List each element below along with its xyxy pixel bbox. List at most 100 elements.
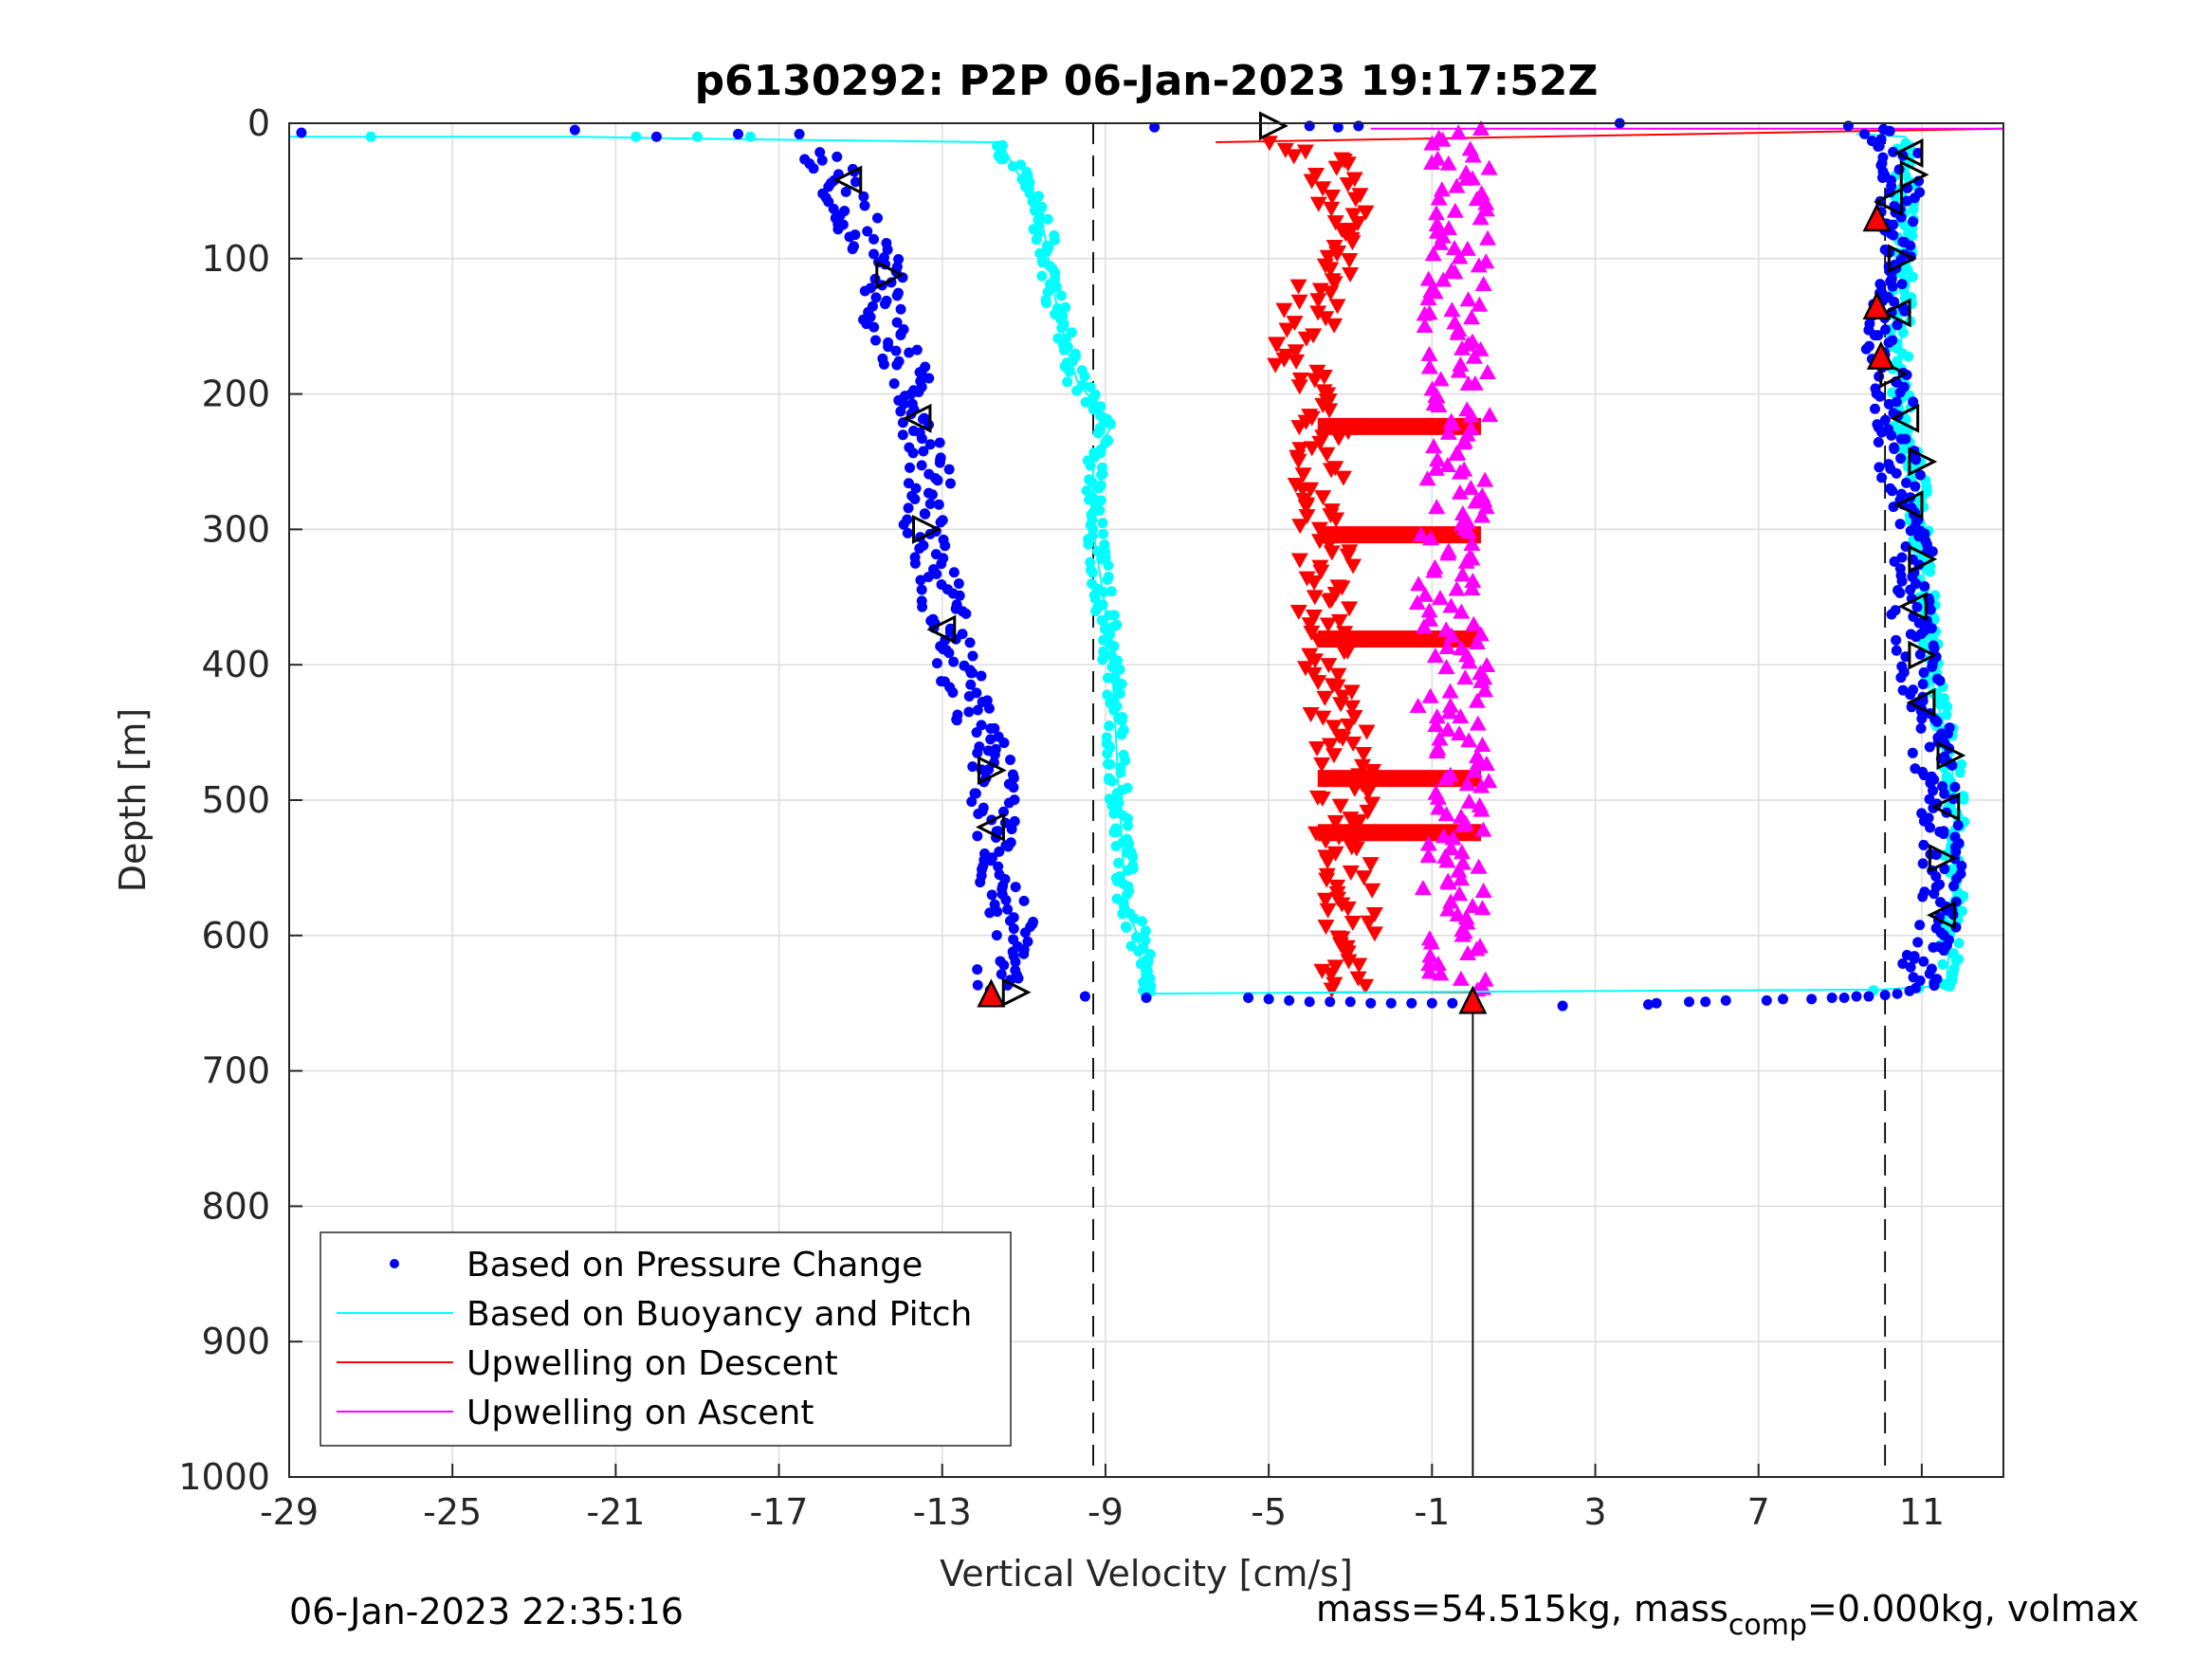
upwell-ascent-point	[1426, 558, 1444, 574]
upwell-descent-point	[1365, 907, 1383, 923]
pressure-point	[895, 303, 906, 315]
upwell-descent-point	[1341, 601, 1359, 617]
upwell-descent-point	[1311, 435, 1329, 451]
x-tick-label: -21	[586, 1491, 645, 1533]
upwell-ascent-point	[1435, 828, 1453, 844]
x-tick-label: 7	[1747, 1491, 1770, 1533]
upwell-ascent-point	[1421, 611, 1439, 627]
footer-comp-subscript: comp	[1728, 1609, 1807, 1642]
pressure-point	[883, 341, 894, 353]
upwell-ascent-point	[1420, 963, 1438, 979]
pressure-point	[1918, 667, 1929, 679]
pressure-point	[1890, 605, 1901, 616]
pressure-point	[1908, 972, 1919, 983]
pressure-point	[1914, 648, 1926, 660]
upwell-descent-point	[1307, 653, 1325, 669]
pressure-point	[977, 696, 988, 707]
pressure-point	[1883, 424, 1894, 435]
pressure-point	[972, 830, 983, 842]
upwell-ascent-point	[1457, 164, 1475, 180]
buoyancy-point	[1007, 161, 1018, 173]
buoyancy-point	[1049, 234, 1060, 246]
upwell-ascent-point	[1442, 262, 1460, 278]
upwell-ascent-point	[1442, 412, 1460, 428]
upwell-ascent-point	[1429, 150, 1447, 166]
upwell-descent-point	[1364, 771, 1382, 787]
upwell-descent-point	[1320, 658, 1338, 674]
buoyancy-point	[1116, 729, 1127, 740]
pressure-point	[967, 650, 978, 662]
upwell-descent-point	[1323, 201, 1341, 217]
upwell-descent-point	[1287, 478, 1305, 494]
upwell-descent-point	[1325, 720, 1343, 736]
upwell-ascent-point	[1473, 737, 1491, 753]
pressure-point	[1917, 858, 1929, 869]
direction-marker-left	[1881, 298, 1911, 328]
pressure-point	[905, 462, 916, 473]
pressure-point	[1885, 483, 1896, 494]
upwell-descent-point	[1323, 463, 1341, 479]
upwell-ascent-point	[1419, 835, 1437, 851]
upwell-descent-point	[1355, 747, 1373, 763]
upwell-descent-point	[1326, 959, 1344, 975]
upwell-descent-point	[1312, 564, 1330, 580]
pressure-point	[1895, 433, 1907, 445]
upwell-ascent-point	[1420, 358, 1438, 374]
red-up-marker	[977, 978, 1006, 1008]
upwell-ascent-point	[1446, 240, 1464, 256]
upwell-ascent-point	[1417, 586, 1435, 602]
upwell-descent-point	[1317, 833, 1335, 849]
upwell-ascent-point	[1477, 756, 1495, 772]
pressure-point	[814, 147, 826, 158]
pressure-point	[1022, 936, 1033, 947]
upwell-ascent-point	[1432, 590, 1450, 606]
pressure-point	[1952, 820, 1964, 831]
pressure-point	[915, 574, 926, 586]
pressure-point	[965, 679, 977, 690]
pressure-point	[985, 723, 996, 735]
pressure-point	[1926, 623, 1937, 634]
buoyancy-point	[1117, 908, 1128, 920]
direction-marker-right	[1936, 740, 1966, 771]
pressure-point	[1761, 994, 1772, 1006]
direction-marker-right	[1899, 159, 1929, 190]
upwell-descent-point	[1336, 626, 1354, 642]
pressure-point	[1918, 839, 1929, 850]
pressure-point	[1883, 459, 1894, 470]
pressure-point	[1911, 601, 1923, 612]
upwell-ascent-point	[1433, 181, 1451, 197]
pressure-point	[816, 155, 828, 166]
upwell-ascent-point	[1472, 938, 1490, 954]
upwell-descent-point	[1340, 718, 1358, 734]
footer-mass-text: mass=54.515kg, masscomp=0.000kg, volmax	[1316, 1588, 2139, 1642]
upwell-ascent-point	[1409, 697, 1427, 713]
upwell-descent-point	[1319, 854, 1337, 870]
upwell-descent-point	[1267, 337, 1285, 353]
direction-marker-right	[1908, 447, 1938, 477]
red-up-marker	[1458, 985, 1488, 1014]
upwell-ascent-point	[1418, 470, 1436, 486]
upwell-ascent-point	[1478, 363, 1496, 379]
x-axis-label: Vertical Velocity [cm/s]	[940, 1553, 1353, 1595]
pressure-point	[1910, 982, 1921, 994]
x-axis-ticks: -29 -25 -21 -17 -13 -9 -5 -1 3 7 11	[260, 1464, 1945, 1533]
buoyancy-point	[1953, 938, 1965, 949]
buoyancy-point	[1079, 371, 1090, 382]
upwell-ascent-point	[1449, 906, 1467, 922]
upwell-descent-point	[1260, 136, 1278, 152]
upwell-ascent-point	[1430, 129, 1448, 145]
upwell-ascent-point	[1424, 246, 1442, 262]
pressure-point	[1284, 994, 1295, 1006]
pressure-point	[1720, 994, 1731, 1006]
upwell-descent-point	[1339, 945, 1357, 961]
pressure-point	[967, 667, 978, 679]
upwell-ascent-point	[1473, 507, 1491, 523]
direction-marker-left	[1930, 792, 1961, 822]
upwell-ascent-point	[1439, 872, 1457, 888]
pressure-point	[1937, 781, 1948, 793]
upwell-ascent-point	[1442, 597, 1460, 613]
upwell-descent-band	[1317, 526, 1481, 544]
upwell-ascent-point	[1439, 901, 1457, 917]
pressure-point	[1896, 661, 1908, 672]
